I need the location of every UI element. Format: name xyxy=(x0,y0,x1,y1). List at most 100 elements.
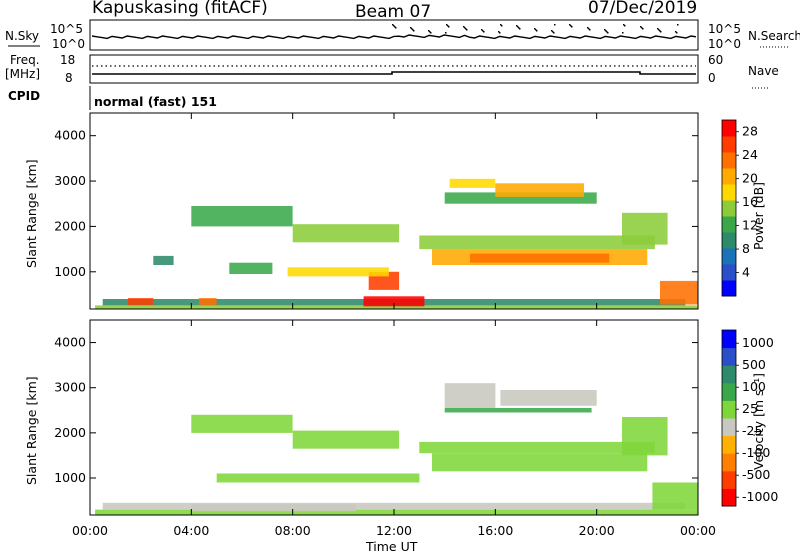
nsearch-dot xyxy=(519,28,521,30)
nsearch-dot xyxy=(430,32,432,34)
nsearch-dot xyxy=(587,27,589,29)
power-panel: 1000 2000 3000 4000 4 8 12 16 20 24 28 xyxy=(54,112,758,310)
colorbar-segment xyxy=(722,418,736,437)
nsky-trace xyxy=(91,34,697,40)
freq-label: Freq. xyxy=(10,53,40,67)
colorbar-segment xyxy=(722,216,736,233)
freq-unit: [MHz] xyxy=(5,67,40,81)
nsearch-dot xyxy=(500,24,502,26)
nsearch-dot xyxy=(392,24,394,26)
nsearch-dot xyxy=(552,31,554,33)
nsearch-dot xyxy=(516,25,518,27)
x-tick-label: 20:00 xyxy=(579,523,615,538)
power-echo-band xyxy=(363,296,425,307)
velocity-echo-band xyxy=(419,441,655,454)
nsearch-dot xyxy=(446,24,448,26)
colorbar-segment xyxy=(722,168,736,185)
power-ylabel: Slant Range [km] xyxy=(24,159,39,268)
velocity-ylabel: Slant Range [km] xyxy=(24,376,39,485)
nave-tick-bottom: 0 xyxy=(708,71,716,85)
velocity-echo-band xyxy=(444,383,496,408)
nsearch-dot xyxy=(641,27,643,29)
colorbar-segment xyxy=(722,488,736,507)
freq-tick-top: 18 xyxy=(60,53,75,67)
colorbar-segment xyxy=(722,400,736,419)
power-echo-band xyxy=(419,235,655,250)
x-tick-label: 00:00 xyxy=(680,523,716,538)
nsearch-dot xyxy=(536,30,538,32)
nsearch-dot xyxy=(554,24,556,26)
colorbar-tick-label: 16 xyxy=(742,194,758,209)
left-tick-top: 10^5 xyxy=(50,22,83,36)
colorbar-tick-label: -25 xyxy=(742,423,762,438)
nsearch-dot xyxy=(534,28,536,30)
nsearch-dot xyxy=(622,32,624,34)
noise-trace xyxy=(91,24,697,40)
y-tick-label: 4000 xyxy=(54,335,86,350)
power-echo-band xyxy=(153,255,174,265)
right-tick-top: 10^5 xyxy=(708,22,741,36)
nsearch-dot xyxy=(501,25,503,27)
power-echo-band xyxy=(229,262,273,274)
nsearch-dot xyxy=(658,29,660,31)
velocity-panel: 1000 2000 3000 4000 00:00 04:00 08:00 12:00 16:0… xyxy=(54,319,778,538)
colorbar-segment xyxy=(722,453,736,472)
nsky-label: N.Sky xyxy=(5,29,39,43)
colorbar-segment xyxy=(722,152,736,169)
nsearch-dot xyxy=(624,25,626,27)
nsearch-dot xyxy=(569,24,571,26)
nsearch-dot xyxy=(464,27,466,29)
nsearch-dot xyxy=(642,28,644,30)
colorbar-segment xyxy=(722,248,736,265)
power-colorbar: 4 8 12 16 20 24 28 xyxy=(721,119,758,297)
nsearch-dot xyxy=(676,32,678,34)
colorbar-frame xyxy=(721,119,737,297)
colorbar-segment xyxy=(722,120,736,137)
colorbar-tick-label: -500 xyxy=(742,467,770,482)
power-echo-band xyxy=(449,178,496,188)
nsearch-label: N.Search xyxy=(748,29,800,43)
colorbar-tick-label: -1000 xyxy=(742,489,778,504)
nsearch-dot xyxy=(481,29,483,31)
velocity-echo-band xyxy=(191,414,293,433)
colorbar-segment xyxy=(722,184,736,201)
freq-tick-bottom: 8 xyxy=(65,71,73,85)
nsearch-dot xyxy=(589,29,591,31)
velocity-echo-band xyxy=(191,504,356,512)
nsearch-dot xyxy=(482,30,484,32)
left-tick-bottom: 10^0 xyxy=(52,37,85,51)
nsearch-dot xyxy=(410,27,412,29)
power-echo-band xyxy=(191,206,293,227)
nsearch-dot xyxy=(411,28,413,30)
nsearch-dot xyxy=(413,30,415,32)
velocity-echo-band xyxy=(622,417,668,456)
power-echo-band xyxy=(622,212,668,245)
station-title: Kapuskasing (fitACF) xyxy=(92,0,268,18)
nsearch-dot xyxy=(429,31,431,33)
x-tick-label: 16:00 xyxy=(477,523,513,538)
nave-tick-top: 60 xyxy=(708,53,723,67)
nsearch-dot xyxy=(570,25,572,27)
power-echo-band xyxy=(95,305,699,309)
colorbar-segment xyxy=(722,470,736,489)
power-echo-band xyxy=(198,298,217,305)
nsearch-dot xyxy=(677,24,679,26)
nsearch-dot xyxy=(535,29,537,31)
y-tick-label: 1000 xyxy=(54,470,86,485)
nsearch-dot xyxy=(393,25,395,27)
velocity-echo-band xyxy=(102,502,686,510)
cpid-label: CPID xyxy=(8,89,40,103)
power-colorbar-label: Power [dB] xyxy=(751,182,766,250)
colorbar-tick-label: 24 xyxy=(742,147,758,162)
velocity-data xyxy=(95,383,699,515)
velocity-echo-band xyxy=(652,482,698,510)
x-tick-label: 08:00 xyxy=(275,523,311,538)
y-tick-label: 4000 xyxy=(54,128,86,143)
colorbar-tick-label: 28 xyxy=(742,124,758,139)
date-title: 07/Dec/2019 xyxy=(588,0,697,18)
colorbar-segment xyxy=(722,347,736,366)
nsearch-dot xyxy=(588,28,590,30)
power-echo-band xyxy=(128,298,154,305)
nsearch-dot xyxy=(447,25,449,27)
